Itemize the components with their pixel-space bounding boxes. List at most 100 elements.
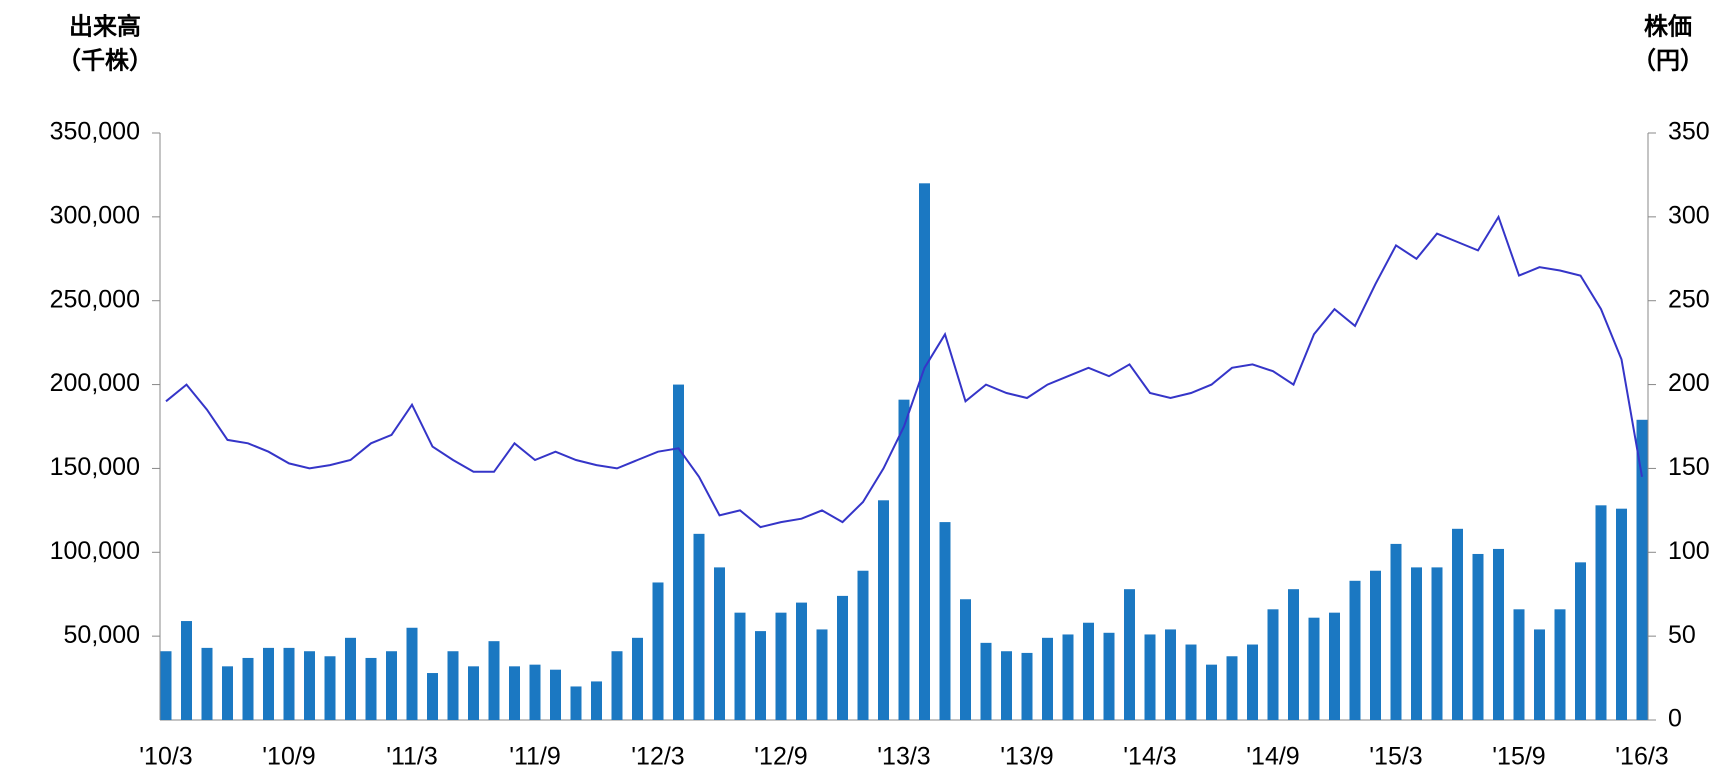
y2-tick-label: 100 <box>1668 537 1710 565</box>
bar <box>1247 644 1258 720</box>
y-axis-title: （千株） <box>57 47 153 74</box>
x-tick-label: '14/9 <box>1246 743 1299 771</box>
y-axis-title: 出来高 <box>69 12 141 40</box>
y-tick-label: 100,000 <box>50 537 140 565</box>
bar <box>816 629 828 720</box>
x-tick-label: '11/9 <box>509 743 561 771</box>
bar <box>1144 634 1156 720</box>
y-tick-label: 300,000 <box>50 201 140 229</box>
x-tick-label: '15/3 <box>1369 743 1422 771</box>
bar <box>1616 508 1627 720</box>
x-tick-label: '15/9 <box>1492 743 1545 771</box>
y2-tick-label: 150 <box>1668 453 1710 481</box>
bar <box>1042 637 1053 720</box>
bar <box>222 666 233 720</box>
x-tick-label: '13/3 <box>877 743 930 771</box>
bar <box>775 612 787 720</box>
bar <box>1431 567 1443 720</box>
bar <box>796 602 807 720</box>
bar <box>1165 629 1176 720</box>
bar <box>1329 612 1340 720</box>
bar <box>1308 617 1320 720</box>
bar <box>1390 543 1402 720</box>
bar <box>1575 562 1586 720</box>
bar <box>939 522 951 720</box>
bar <box>1103 632 1115 720</box>
y-tick-label: 250,000 <box>50 285 140 313</box>
bar <box>1534 629 1545 720</box>
bar <box>980 642 992 720</box>
bar <box>611 651 623 720</box>
bar <box>386 651 397 720</box>
bar <box>673 384 684 720</box>
bar <box>1595 505 1607 720</box>
y-tick-label: 50,000 <box>64 621 140 649</box>
x-tick-label: '11/3 <box>386 743 438 771</box>
x-tick-label: '16/3 <box>1615 743 1668 771</box>
bar <box>1493 548 1504 720</box>
bar <box>570 686 582 720</box>
bar <box>324 656 336 720</box>
bar <box>1001 651 1012 720</box>
x-tick-label: '14/3 <box>1123 743 1176 771</box>
bar <box>1452 528 1463 720</box>
x-tick-label: '10/3 <box>139 743 192 771</box>
bar <box>1021 652 1033 720</box>
y2-tick-label: 200 <box>1668 369 1710 397</box>
y2-tick-label: 0 <box>1668 705 1682 733</box>
y2-tick-label: 250 <box>1668 285 1710 313</box>
bar <box>406 627 418 720</box>
y2-tick-label: 300 <box>1668 201 1710 229</box>
bar <box>242 657 254 720</box>
bar <box>283 647 295 720</box>
bar <box>591 681 602 720</box>
bar <box>468 666 479 720</box>
bar <box>1513 609 1525 720</box>
bar <box>509 666 520 720</box>
y2-tick-label: 350 <box>1668 118 1710 146</box>
price-line <box>165 214 1643 529</box>
bar <box>201 647 213 720</box>
y-tick-label: 350,000 <box>50 118 140 146</box>
bar <box>632 637 643 720</box>
bar <box>488 641 500 720</box>
bar <box>1083 622 1094 720</box>
y2-axis-title: （円） <box>1632 47 1704 74</box>
bar <box>1288 589 1299 720</box>
bar <box>1185 644 1197 720</box>
bar <box>1554 609 1566 720</box>
bar <box>160 651 172 720</box>
bar <box>898 399 910 720</box>
y2-tick-label: 50 <box>1668 621 1696 649</box>
bar <box>447 651 459 720</box>
bar <box>1636 419 1648 720</box>
bar <box>550 669 561 720</box>
bar <box>734 612 746 720</box>
bar <box>878 500 889 720</box>
x-tick-label: '13/9 <box>1000 743 1053 771</box>
x-tick-label: '10/9 <box>262 743 315 771</box>
bar <box>1267 609 1279 720</box>
bar <box>1226 656 1238 720</box>
bar <box>919 183 930 721</box>
bar <box>263 647 274 720</box>
bar <box>1349 580 1361 720</box>
bar <box>837 595 848 720</box>
bar <box>1124 589 1135 720</box>
bar <box>427 673 438 720</box>
bar <box>1370 570 1381 720</box>
bar <box>693 533 705 720</box>
y-tick-label: 150,000 <box>50 453 140 481</box>
bar <box>365 657 377 720</box>
bar <box>529 664 541 720</box>
bar <box>652 582 664 720</box>
y-tick-label: 200,000 <box>50 369 140 397</box>
bar <box>714 567 725 720</box>
bar <box>857 570 869 720</box>
bar <box>1206 664 1217 720</box>
x-tick-label: '12/9 <box>754 743 807 771</box>
bar <box>181 621 192 720</box>
x-tick-label: '12/3 <box>631 743 684 771</box>
bar <box>1411 567 1422 720</box>
